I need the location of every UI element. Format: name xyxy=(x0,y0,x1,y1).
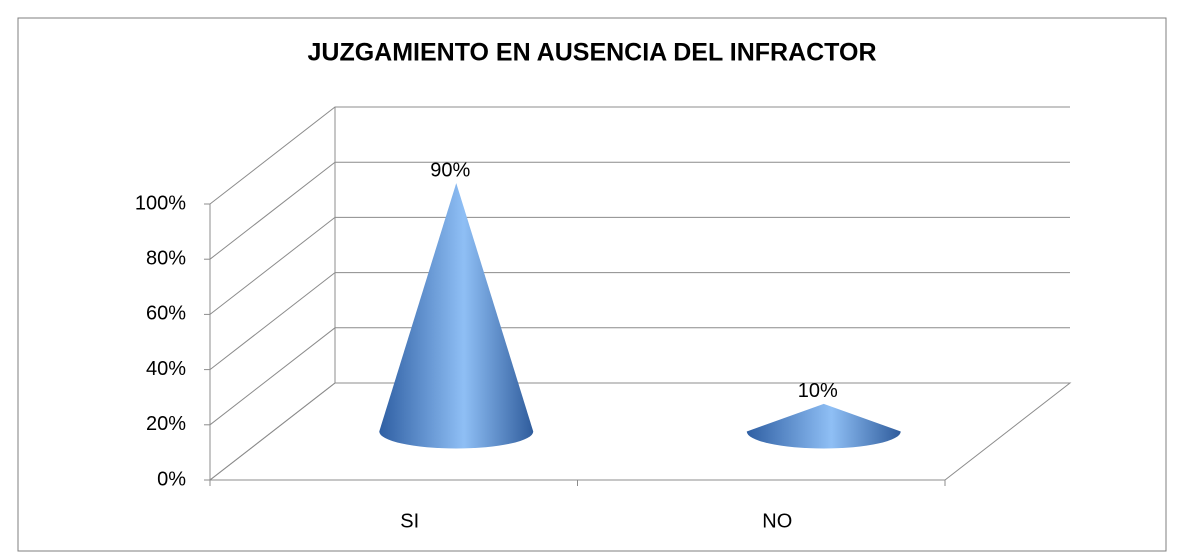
data-label: 10% xyxy=(798,380,838,402)
y-tick-label: 60% xyxy=(146,303,186,325)
cone xyxy=(379,183,534,449)
x-tick-label: NO xyxy=(762,510,792,532)
y-tick-label: 20% xyxy=(146,413,186,435)
chart-border xyxy=(17,17,1167,552)
y-tick-label: 0% xyxy=(157,468,186,490)
data-label: 90% xyxy=(430,159,470,181)
cone xyxy=(746,403,901,449)
y-tick-label: 80% xyxy=(146,247,186,269)
y-tick-label: 40% xyxy=(146,358,186,380)
chart-title: JUZGAMIENTO EN AUSENCIA DEL INFRACTOR xyxy=(307,39,876,67)
x-tick-label: SI xyxy=(400,510,419,532)
y-tick-label: 100% xyxy=(135,192,186,214)
